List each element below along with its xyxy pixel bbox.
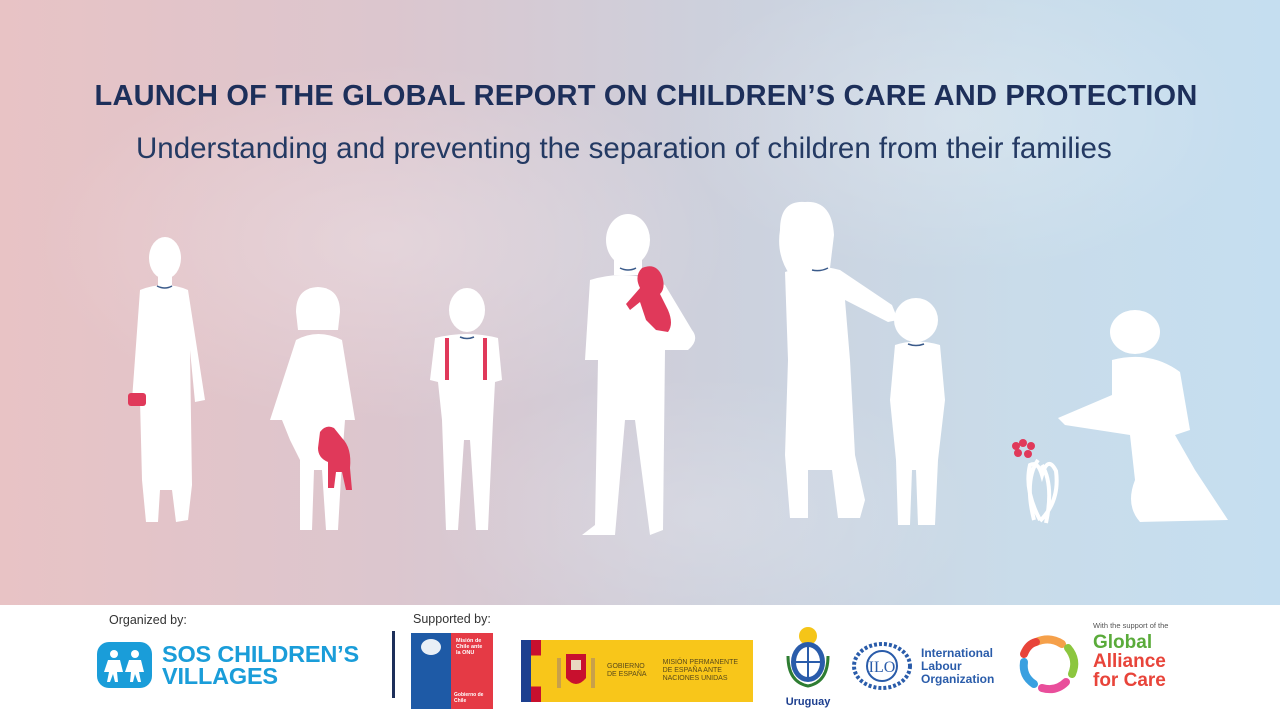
supported-by-label: Supported by:	[413, 612, 491, 626]
uruguay-coat-of-arms-icon	[786, 627, 830, 688]
sos-logo-text: SOS CHILDREN’S VILLAGES	[162, 641, 359, 689]
ilo-emblem-icon: ILO	[852, 642, 912, 690]
sos-children-icon	[97, 642, 152, 688]
svg-text:ILO: ILO	[869, 659, 896, 676]
banner: LAUNCH OF THE GLOBAL REPORT ON CHILDREN’…	[0, 0, 1280, 605]
flower-icon	[1012, 439, 1035, 458]
spain-mission-logo: GOBIERNO DE ESPAÑA MISIÓN PERMANENTE DE …	[521, 640, 753, 702]
global-alliance-for-care-logo: With the support of the Global Alliance …	[1016, 620, 1196, 702]
man-holding-baby-figure	[582, 214, 696, 535]
woman-figure	[779, 201, 898, 518]
boy-with-backpack-figure	[430, 288, 502, 530]
eu-flag-icon	[521, 640, 531, 702]
teen-with-phone-figure	[132, 237, 205, 522]
spain-coat-of-arms-icon	[557, 654, 595, 688]
child-figure	[890, 298, 945, 525]
gac-star-icon	[1019, 635, 1079, 694]
ilo-logo: ILO International Labour Organization	[851, 640, 1001, 692]
sos-childrens-villages-logo: SOS CHILDREN’S VILLAGES	[97, 641, 373, 689]
chile-mission-logo: Misión de Chile ante la ONU Gobierno de …	[411, 633, 493, 709]
girl-with-teddy-figure	[270, 287, 355, 530]
organized-by-label: Organized by:	[109, 613, 187, 627]
kneeling-person-figure	[1058, 310, 1228, 522]
page-subtitle: Understanding and preventing the separat…	[136, 132, 1112, 165]
uruguay-logo: Uruguay	[778, 626, 838, 708]
chile-coat-of-arms-icon	[421, 639, 441, 655]
family-illustration	[128, 201, 1228, 535]
footer-divider	[392, 631, 395, 698]
page-title: LAUNCH OF THE GLOBAL REPORT ON CHILDREN’…	[94, 80, 1198, 112]
spain-flag-icon	[531, 640, 541, 702]
